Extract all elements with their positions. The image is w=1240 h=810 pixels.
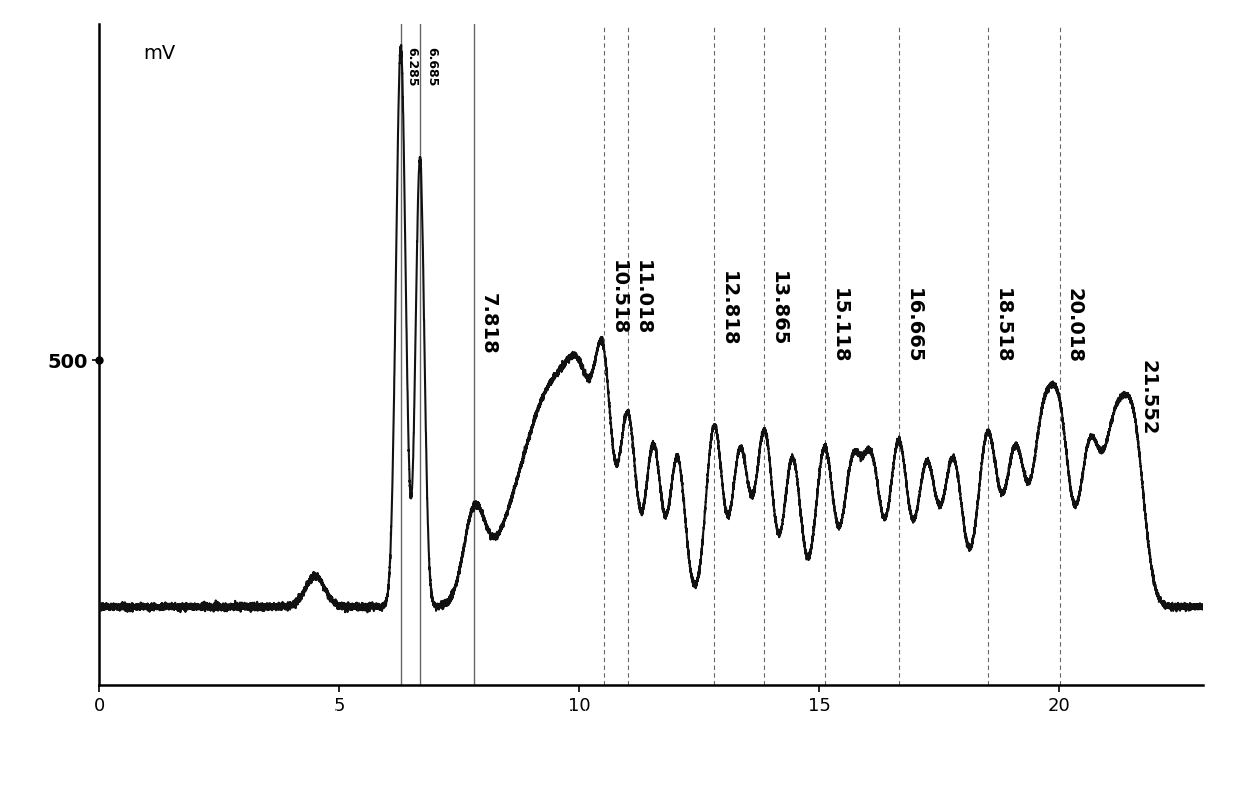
Text: 16.665: 16.665 <box>904 288 923 363</box>
Text: 21.552: 21.552 <box>1138 360 1157 436</box>
Text: 6.285: 6.285 <box>405 47 419 86</box>
Text: 11.018: 11.018 <box>632 259 652 335</box>
Text: 7.818: 7.818 <box>479 293 498 355</box>
Text: 12.818: 12.818 <box>719 271 738 346</box>
Text: 15.118: 15.118 <box>830 288 848 363</box>
Text: mV: mV <box>144 44 176 63</box>
Text: 6.685: 6.685 <box>425 47 438 86</box>
Text: 10.518: 10.518 <box>609 259 627 335</box>
Text: 18.518: 18.518 <box>992 288 1012 363</box>
Text: 13.865: 13.865 <box>769 271 789 346</box>
Text: 20.018: 20.018 <box>1064 288 1084 363</box>
